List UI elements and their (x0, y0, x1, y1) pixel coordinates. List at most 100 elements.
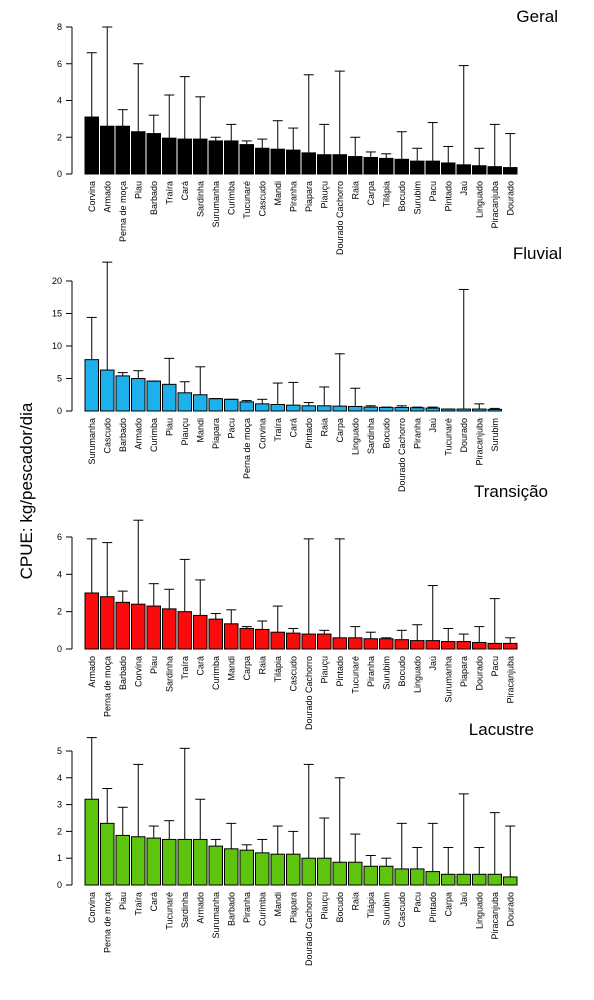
bar-mandi (270, 853, 285, 886)
y-tick-label: 2 (57, 826, 62, 836)
x-category-label: Dourado Cachorro (397, 418, 407, 492)
error-bar (288, 830, 299, 855)
bar-sardinha (363, 406, 378, 412)
panel-title: Fluvial (513, 244, 562, 263)
bar-piranha (363, 638, 378, 650)
error-bar (489, 407, 500, 410)
bar-raia (348, 156, 363, 175)
bar-linguado (348, 405, 363, 412)
x-category-label: Piracanjuba (474, 418, 484, 466)
bar-cará (193, 614, 208, 650)
x-category-label: Dourado Cachorro (304, 892, 314, 966)
x-category-label: Mandi (273, 181, 283, 206)
x-category-label: Linguado (474, 892, 484, 929)
x-category-label: Curimba (226, 181, 236, 215)
x-category-label: Barbado (118, 418, 128, 452)
error-bar (505, 825, 516, 877)
error-bar (458, 288, 469, 410)
bar-bocudo (332, 861, 347, 886)
error-bar (133, 519, 144, 605)
x-category-label: Pintado (428, 892, 438, 923)
error-bar (303, 402, 314, 406)
bar-perna-de-moça (100, 596, 115, 650)
bar-armado (84, 592, 99, 650)
x-category-label: Bocudo (381, 418, 391, 449)
bar-piauçu (317, 857, 332, 886)
error-bar (489, 812, 500, 875)
error-bar (257, 398, 268, 404)
error-bar (505, 637, 516, 644)
x-category-label: Perna de moça (118, 181, 128, 242)
x-category-label: Pacu (226, 418, 236, 439)
bar-tilápia (379, 157, 394, 175)
x-category-label: Piau (164, 418, 174, 436)
error-bar (396, 629, 407, 640)
bar-sardinha (177, 838, 192, 886)
bar-surumanha (84, 359, 99, 412)
x-category-label: Raia (350, 181, 360, 200)
error-bar (195, 366, 206, 395)
bar-jaú (456, 164, 471, 175)
x-category-label: Jaú (428, 418, 438, 433)
x-category-label: Carpa (242, 656, 252, 681)
x-category-label: Piauçu (180, 418, 190, 446)
bar-linguado (410, 640, 425, 650)
x-category-label: Barbado (118, 656, 128, 690)
bar-carpa (332, 405, 347, 412)
bar-carpa (363, 156, 378, 175)
x-category-label: Piau (133, 181, 143, 199)
error-bar (117, 372, 128, 376)
error-bar (458, 65, 469, 165)
error-bar (257, 838, 268, 853)
x-category-label: Piauçu (319, 181, 329, 209)
bar-pacu (425, 160, 440, 175)
x-category-label: Dourado (505, 892, 515, 927)
y-tick-label: 4 (57, 773, 62, 783)
error-bar (164, 588, 175, 609)
y-tick-label: 4 (57, 569, 62, 579)
x-category-label: Carpa (366, 181, 376, 206)
x-category-label: Piracanjuba (505, 656, 515, 704)
bar-dourado (472, 641, 487, 650)
bar-surubim (379, 638, 394, 650)
bar-traíra (177, 611, 192, 650)
x-category-label: Perna de moça (242, 418, 252, 479)
x-category-label: Pacu (428, 181, 438, 202)
chart-panel-geral: Geral 0 2 4 6 8 Corvina Armado Perna de moça Piau… (57, 7, 558, 255)
bar-raia (255, 628, 270, 650)
bar-jaú (425, 407, 440, 412)
error-bar (86, 737, 97, 800)
bar-mandi (270, 148, 285, 175)
bar-piauçu (317, 154, 332, 175)
bar-pacu (410, 868, 425, 886)
error-bar (505, 133, 516, 168)
x-category-label: Curimba (149, 418, 159, 452)
error-bar (443, 145, 454, 163)
error-bar (303, 763, 314, 859)
bar-piauçu (177, 392, 192, 412)
y-tick-label: 10 (52, 341, 62, 351)
bar-traíra (162, 137, 177, 175)
bar-raia (317, 405, 332, 412)
x-category-label: Surumanha (211, 181, 221, 228)
bar-pintado (441, 162, 456, 175)
error-bar (179, 381, 190, 393)
bar-tilápia (363, 865, 378, 886)
panel-title: Lacustre (469, 720, 534, 739)
error-bar (241, 140, 252, 145)
bar-cascudo (100, 369, 115, 412)
bar-corvina (84, 798, 99, 886)
x-category-label: Cascudo (102, 418, 112, 454)
x-category-label: Cascudo (257, 181, 267, 217)
error-bar (148, 583, 159, 607)
bar-bocudo (379, 406, 394, 412)
error-bar (319, 629, 330, 635)
error-bar (195, 96, 206, 140)
x-category-label: Jaú (428, 656, 438, 671)
x-category-label: Mandi (195, 418, 205, 443)
bar-surumanha (208, 845, 223, 886)
x-category-label: Piapara (304, 181, 314, 212)
x-category-label: Piau (118, 892, 128, 910)
bar-surubim (410, 160, 425, 175)
error-bar (412, 406, 423, 408)
